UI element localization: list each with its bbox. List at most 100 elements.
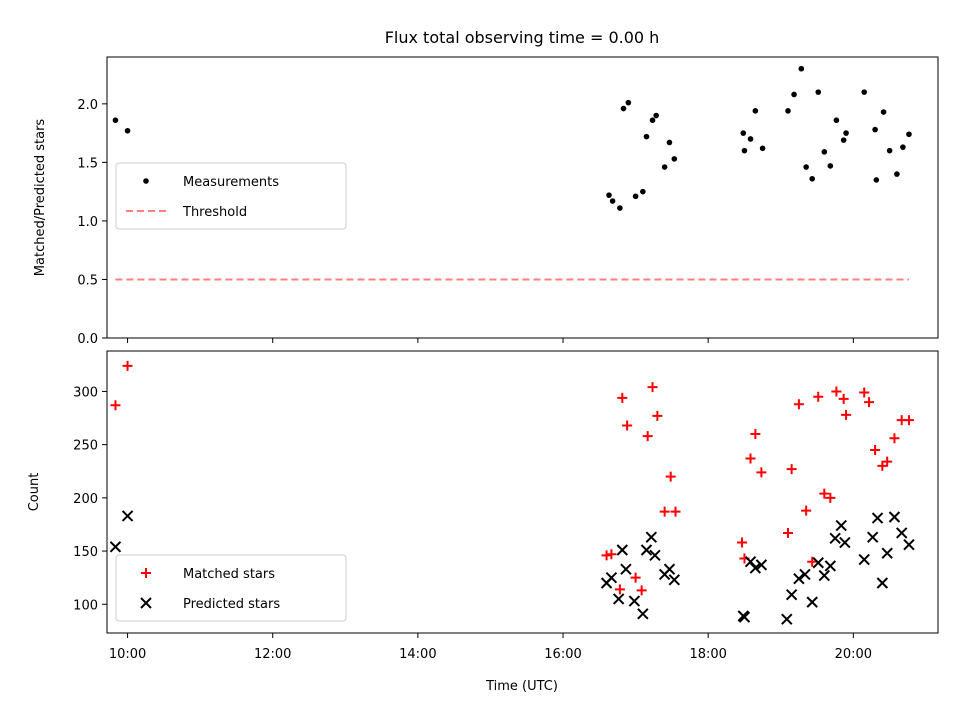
y-tick-label: 0.5 — [77, 273, 98, 288]
measurement-point — [740, 130, 747, 136]
predicted-stars-point — [744, 555, 757, 568]
matched-stars-point — [110, 400, 121, 411]
predicted-stars-point — [881, 547, 893, 559]
ratio-panel: 0.0 0.5 1.0 1.5 2.0 Matched/Predicted stars Me… — [33, 56, 939, 347]
measurement-point — [803, 164, 809, 170]
legend-box — [115, 162, 347, 230]
x-axis-label: Time (UTC) — [485, 679, 558, 694]
matched-stars-point — [801, 505, 812, 516]
measurement-point — [861, 89, 868, 95]
measurement-point — [747, 136, 754, 142]
legend-box — [115, 554, 347, 622]
matched-stars-point — [813, 391, 824, 402]
predicted-stars-point — [781, 613, 793, 625]
predicted-stars-point — [749, 562, 762, 574]
measurement-point — [752, 108, 759, 114]
measurement-point — [815, 89, 822, 95]
predicted-stars-point — [858, 553, 870, 566]
matched-stars-point — [601, 550, 612, 561]
x-tick-label: 14:00 — [399, 647, 436, 662]
matched-stars-point — [647, 382, 658, 393]
matched-stars-point — [864, 397, 875, 408]
predicted-stars-point — [835, 519, 847, 532]
measurement-point — [671, 156, 678, 162]
measurement-point — [643, 133, 650, 140]
measurement-point — [625, 99, 632, 106]
measurement-point — [620, 105, 627, 112]
measurement-point — [112, 117, 119, 124]
measurement-point — [666, 139, 673, 146]
matched-stars-point — [831, 386, 842, 397]
matched-stars-point — [659, 506, 670, 517]
predicted-stars-point — [793, 573, 805, 585]
predicted-stars-point — [799, 568, 811, 581]
measurement-point — [827, 163, 834, 169]
legend: Matched stars Predicted stars — [115, 554, 347, 622]
measurement-point — [632, 193, 639, 200]
matched-stars-point — [819, 488, 830, 499]
y-tick-label: 150 — [73, 545, 98, 560]
predicted-stars-point — [818, 569, 831, 582]
measurement-point — [649, 117, 656, 124]
chart-title: Flux total observing time = 0.00 h — [385, 28, 660, 47]
y-tick-label: 100 — [73, 598, 98, 613]
measurement-point — [809, 175, 816, 182]
measurement-point — [894, 171, 900, 177]
predicted-stars-point — [612, 593, 625, 605]
measurement-point — [880, 109, 887, 115]
predicted-stars-point — [876, 577, 889, 589]
x-tick-label: 20:00 — [835, 647, 872, 662]
measurement-point — [661, 164, 668, 170]
legend-marker-dot — [143, 178, 149, 184]
matched-stars-point — [622, 420, 633, 431]
legend-marker-plus — [141, 568, 151, 578]
predicted-stars-point — [829, 532, 841, 544]
y-axis-label: Matched/Predicted stars — [33, 119, 48, 277]
measurement-point — [741, 147, 748, 154]
measurement-point — [840, 137, 847, 143]
predicted-stars-point — [628, 595, 641, 607]
matched-stars-point — [122, 360, 133, 371]
count-panel: 100 150 200 250 300 Count 10:00 12:00 14:00 16:00… — [27, 350, 939, 662]
measurement-point — [906, 131, 912, 138]
predicted-stars-point — [637, 608, 649, 620]
predicted-stars-point — [839, 536, 851, 549]
matched-stars-point — [859, 387, 870, 398]
measurement-point — [843, 130, 849, 136]
matched-stars-point — [882, 456, 893, 467]
matched-stars-point — [630, 572, 641, 583]
measurement-point — [791, 91, 797, 98]
predicted-stars-point — [109, 541, 122, 553]
matched-stars-point — [783, 527, 794, 538]
matched-stars-point — [786, 464, 797, 475]
predicted-stars-point — [605, 571, 618, 584]
y-tick-label: 200 — [73, 492, 98, 507]
predicted-stars-point — [785, 588, 798, 601]
matched-stars-point — [756, 467, 767, 478]
predicted-stars-point — [871, 512, 884, 524]
matched-stars-point — [825, 492, 836, 503]
measurement-point — [785, 108, 791, 114]
predicted-stars-point — [755, 559, 768, 571]
matched-stars-point — [665, 471, 676, 482]
measurement-point — [640, 188, 646, 195]
measurement-point — [609, 198, 616, 204]
matched-stars-point — [670, 506, 681, 517]
measurement-point — [798, 65, 805, 72]
legend-label: Threshold — [182, 205, 247, 220]
measurement-point — [886, 147, 893, 154]
predicted-stars-point — [738, 611, 751, 623]
matched-stars-point — [636, 585, 647, 596]
matched-stars-point — [614, 584, 625, 595]
y-axis-label: Count — [27, 473, 42, 512]
matched-stars-point — [793, 399, 804, 410]
predicted-stars-point — [668, 574, 681, 586]
legend-label: Predicted stars — [183, 597, 280, 612]
predicted-stars-point — [888, 511, 901, 523]
x-tick-label: 10:00 — [109, 647, 146, 662]
predicted-stars-point — [866, 531, 879, 543]
matched-stars-point — [745, 453, 756, 464]
measurement-point — [606, 192, 612, 198]
matched-stars-point — [903, 415, 914, 426]
